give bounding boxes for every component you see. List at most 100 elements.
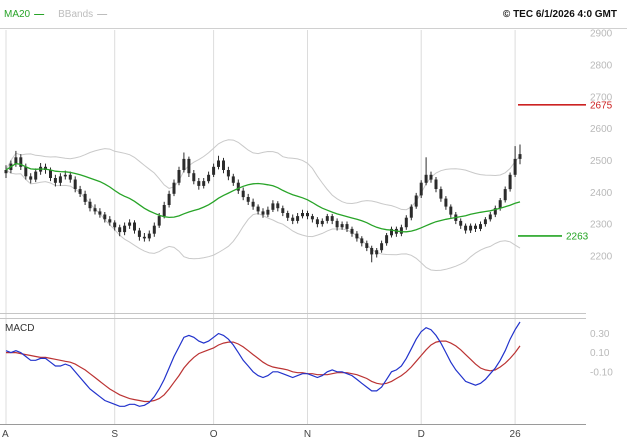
x-axis-label: A: [2, 429, 9, 440]
candle-body: [133, 222, 136, 231]
candle-body: [325, 216, 329, 221]
price-tick-label: 2600: [590, 124, 613, 135]
candle-body: [93, 208, 97, 212]
candle-body: [63, 174, 67, 177]
candle-body: [301, 213, 304, 217]
x-axis-label: S: [111, 429, 118, 440]
x-axis-label: O: [210, 429, 218, 440]
candle-body: [404, 217, 408, 228]
macd-signal-line: [6, 340, 521, 403]
candle-body: [53, 178, 57, 183]
candle-body: [108, 219, 112, 223]
candle-body: [231, 176, 235, 183]
candle-body: [449, 206, 453, 215]
chart-header: MA20 — BBands — © TEC 6/1/2026 4:0 GMT: [0, 0, 627, 28]
candle-body: [226, 170, 230, 177]
candle-body: [34, 171, 38, 180]
candle-body: [256, 206, 260, 212]
candle-body: [385, 235, 389, 244]
candle-body: [399, 227, 403, 234]
candle-body: [479, 224, 482, 229]
candle-body: [241, 190, 245, 198]
candle-body: [409, 206, 413, 218]
candle-body: [73, 179, 77, 189]
candle-body: [276, 203, 280, 209]
candle-body: [88, 201, 92, 209]
candle-body: [217, 160, 220, 167]
candle-body: [246, 197, 250, 202]
macd-tick-label: 0.30: [590, 329, 610, 340]
candle-body: [68, 174, 72, 180]
candle-body: [202, 181, 206, 186]
candle-body: [4, 170, 8, 174]
candle-body: [464, 225, 468, 231]
candle-body: [330, 216, 334, 221]
candle-body: [355, 233, 359, 239]
candle-body: [469, 225, 473, 231]
candle-body: [291, 217, 295, 221]
candle-body: [236, 182, 240, 191]
candle-body: [350, 228, 354, 234]
candle-body: [118, 227, 122, 233]
candle-body: [365, 243, 369, 248]
candle-body: [98, 211, 102, 215]
candle-body: [503, 189, 507, 201]
candle-body: [197, 181, 201, 186]
candle-body: [493, 208, 497, 215]
price-tick-label: 2200: [590, 251, 613, 262]
candle-body: [488, 214, 492, 220]
candle-body: [187, 158, 191, 174]
candle-body: [44, 166, 47, 170]
level-label: 2675: [590, 100, 613, 111]
candle-body: [49, 170, 52, 178]
ma20-line: [5, 162, 521, 233]
macd-tick-label: -0.10: [590, 367, 613, 378]
candle-body: [251, 201, 255, 207]
candle-body: [498, 200, 502, 209]
candle-body: [508, 174, 512, 190]
candle-body: [375, 250, 379, 255]
candle-body: [306, 213, 309, 217]
candlesticks: [4, 144, 522, 263]
price-tick-label: 2500: [590, 156, 613, 167]
candle-body: [310, 216, 314, 220]
candle-body: [390, 228, 393, 236]
candle-body: [370, 248, 374, 255]
price-tick-label: 2700: [590, 92, 613, 103]
candle-body: [172, 182, 176, 194]
ma20-line-swatch-icon: —: [34, 8, 45, 20]
candle-body: [29, 176, 33, 180]
x-axis-label: N: [304, 429, 311, 440]
candle-body: [518, 154, 522, 159]
candle-body: [177, 170, 181, 183]
candle-body: [459, 220, 463, 226]
x-axis-label: 26: [510, 429, 522, 440]
candle-body: [14, 157, 18, 164]
bbands-line-swatch-icon: —: [97, 8, 108, 20]
candle-body: [513, 158, 517, 175]
candle-body: [444, 198, 448, 207]
candle-body: [419, 182, 423, 196]
x-axis-label: D: [418, 429, 425, 440]
candle-body: [24, 166, 28, 177]
candle-body: [429, 174, 433, 180]
candle-body: [167, 193, 171, 205]
candle-body: [222, 160, 225, 170]
candle-body: [58, 176, 62, 183]
candle-body: [320, 220, 324, 225]
candle-body: [271, 203, 275, 210]
candle-body: [345, 224, 349, 229]
candle-body: [152, 225, 156, 234]
candle-body: [434, 179, 438, 189]
macd-tick-label: 0.10: [590, 348, 610, 359]
candle-body: [439, 189, 443, 199]
price-tick-label: 2300: [590, 220, 613, 231]
candle-body: [137, 230, 141, 237]
candle-body: [340, 224, 344, 228]
candle-body: [212, 166, 216, 175]
macd-line: [5, 321, 521, 407]
candle-body: [474, 225, 477, 229]
legend-ma20: MA20 —: [4, 9, 44, 20]
candle-body: [360, 238, 364, 244]
candle-body: [123, 225, 127, 233]
